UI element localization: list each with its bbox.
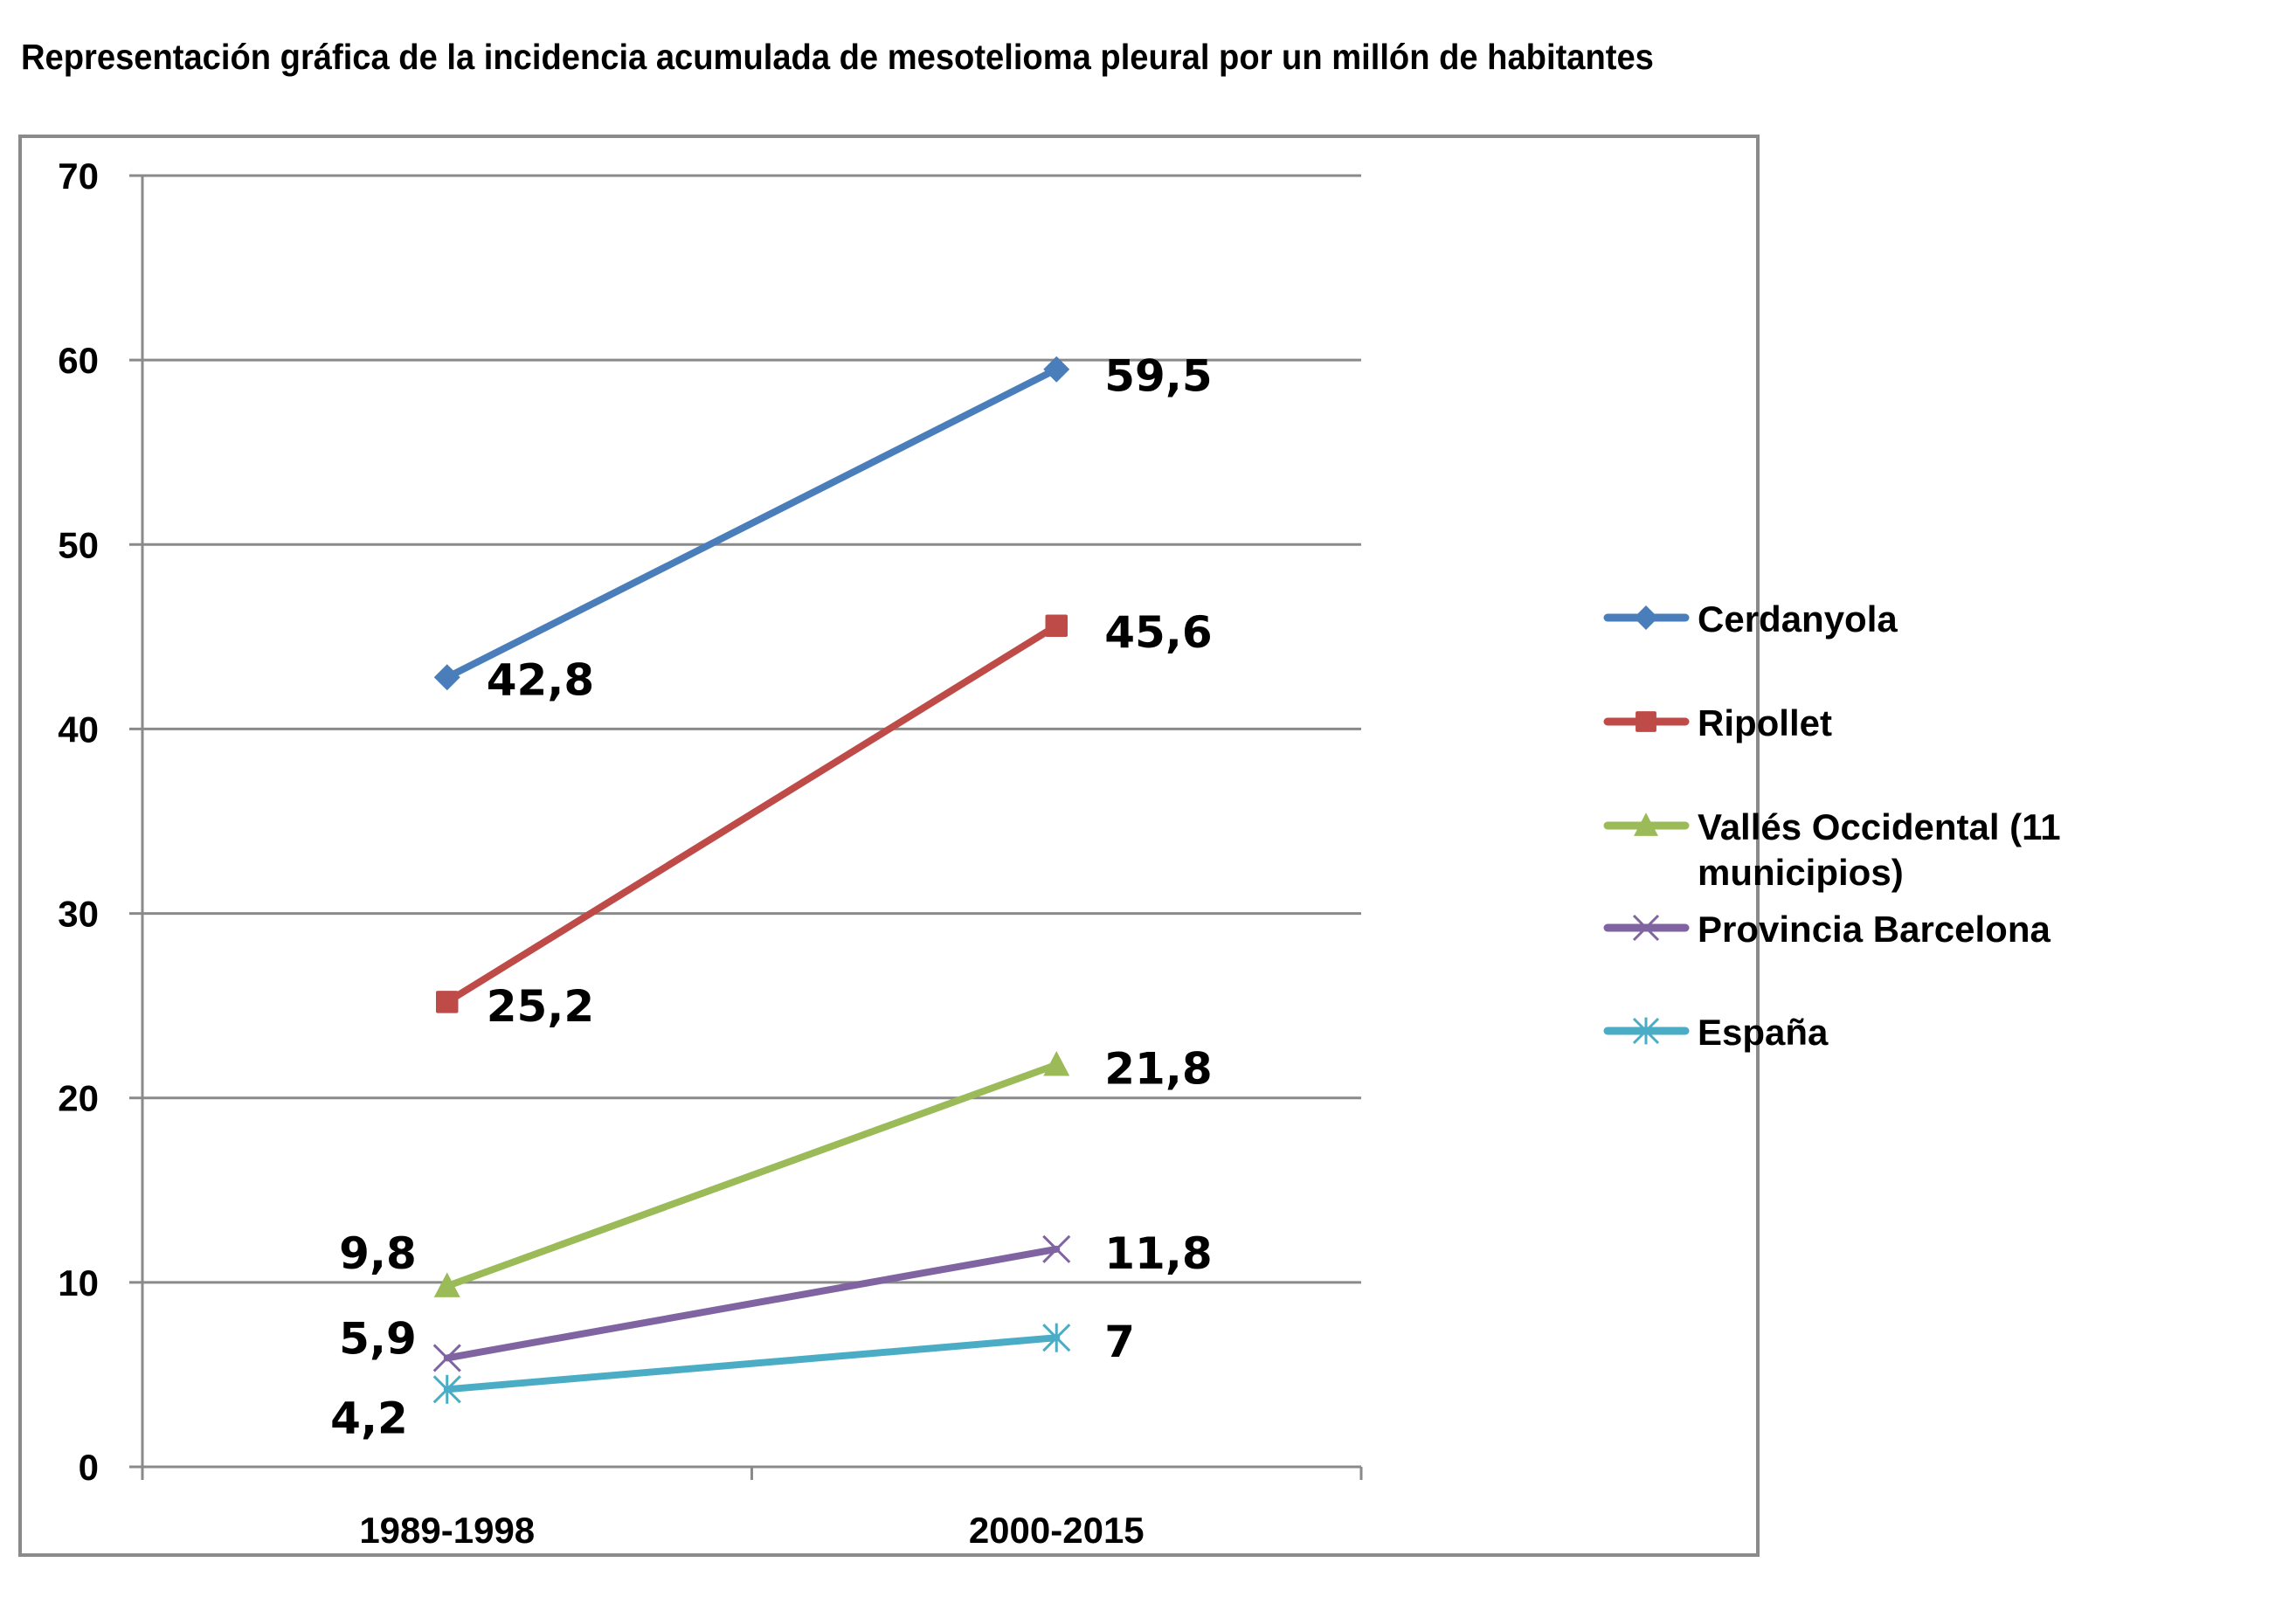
legend-item-ripollet: Ripollet (1603, 702, 1832, 743)
series-line-ripollet (443, 622, 1061, 1006)
series-line-espa-a (443, 1334, 1061, 1393)
gridlines (129, 174, 1361, 1469)
legend-item-provincia-barcelona: Provincia Barcelona (1603, 909, 2050, 950)
legend-marker-x-icon-stroke (1632, 914, 1660, 942)
data-labels: 42,8 59,5 25,2 45,6 9,8 21,8 5,9 11,8 4,2 7 (330, 351, 1212, 1444)
legend: Cerdanyola Ripollet Vallés Occidental (11 m… (1603, 598, 2061, 1053)
series-line-cerdanyola (443, 365, 1061, 681)
marker-espa-a-0 (432, 1374, 461, 1404)
x-tick-label: 2000-2015 (969, 1510, 1145, 1551)
data-label-ripollet: 25,2 (487, 981, 594, 1032)
data-label-provincia-barcelona: 11,8 (1104, 1228, 1212, 1279)
legend-marker-square-icon (1636, 711, 1656, 732)
x-tick-label: 1989-1998 (359, 1510, 535, 1551)
marker-provincia-barcelona-0-stroke (432, 1344, 461, 1372)
y-tick-label: 20 (58, 1078, 99, 1119)
y-tick-label: 10 (58, 1262, 99, 1303)
y-tick-label: 30 (58, 894, 99, 935)
marker-provincia-barcelona-1 (1042, 1234, 1071, 1263)
marker-provincia-barcelona-1-stroke (1042, 1234, 1071, 1263)
legend-label: Cerdanyola (1698, 598, 1898, 640)
data-label-espa-a: 4,2 (330, 1393, 408, 1443)
chart-frame (18, 135, 1760, 1557)
y-tick-label: 70 (58, 156, 99, 197)
marker-ripollet-0 (436, 991, 459, 1013)
y-tick-label: 0 (79, 1447, 99, 1488)
y-tick-label: 40 (58, 709, 99, 750)
y-tick-label: 60 (58, 340, 99, 381)
chart-title: Representación gráfica de la incidencia … (21, 37, 1654, 77)
legend-marker-diamond-icon (1634, 605, 1658, 630)
legend-item-espa-a: España (1603, 1012, 1829, 1053)
marker-vall-s-occidental-11-municipios-0 (433, 1272, 460, 1297)
series-line-provincia-barcelona (443, 1245, 1061, 1362)
series-lines (432, 356, 1071, 1404)
legend-marker-x-icon (1632, 914, 1660, 942)
marker-provincia-barcelona-0 (432, 1344, 461, 1372)
marker-vall-s-occidental-11-municipios-1 (1043, 1050, 1070, 1076)
legend-marker-triangle-icon (1634, 812, 1658, 836)
data-label-ripollet: 45,6 (1104, 607, 1212, 658)
data-label-espa-a: 7 (1104, 1317, 1135, 1367)
data-label-cerdanyola: 59,5 (1104, 351, 1212, 402)
data-label-vall-s-occidental-11-municipios: 21,8 (1104, 1044, 1212, 1095)
data-label-provincia-barcelona: 5,9 (339, 1313, 417, 1364)
marker-espa-a-1 (1042, 1323, 1071, 1352)
legend-label: España (1698, 1012, 1829, 1053)
legend-label: Vallés Occidental (11 (1698, 806, 2061, 847)
data-label-vall-s-occidental-11-municipios: 9,8 (339, 1228, 417, 1279)
legend-item-vall-s-occidental-11-municipios: Vallés Occidental (11 municipios) (1603, 806, 2061, 893)
legend-label: Provincia Barcelona (1698, 909, 2050, 950)
data-label-cerdanyola: 42,8 (487, 654, 594, 705)
y-tick-label: 50 (58, 524, 99, 565)
marker-ripollet-1 (1045, 614, 1068, 637)
series-line-vall-s-occidental-11-municipios (443, 1061, 1061, 1290)
legend-label: municipios) (1698, 852, 1904, 893)
marker-cerdanyola-1 (1043, 356, 1070, 383)
legend-item-cerdanyola: Cerdanyola (1603, 598, 1898, 640)
legend-label: Ripollet (1698, 702, 1832, 743)
axes: 0 10 20 30 40 50 60 70 1989-1998 2000-2015 (58, 156, 1363, 1551)
legend-marker-asterisk-icon (1632, 1017, 1660, 1045)
marker-cerdanyola-0 (433, 664, 460, 691)
